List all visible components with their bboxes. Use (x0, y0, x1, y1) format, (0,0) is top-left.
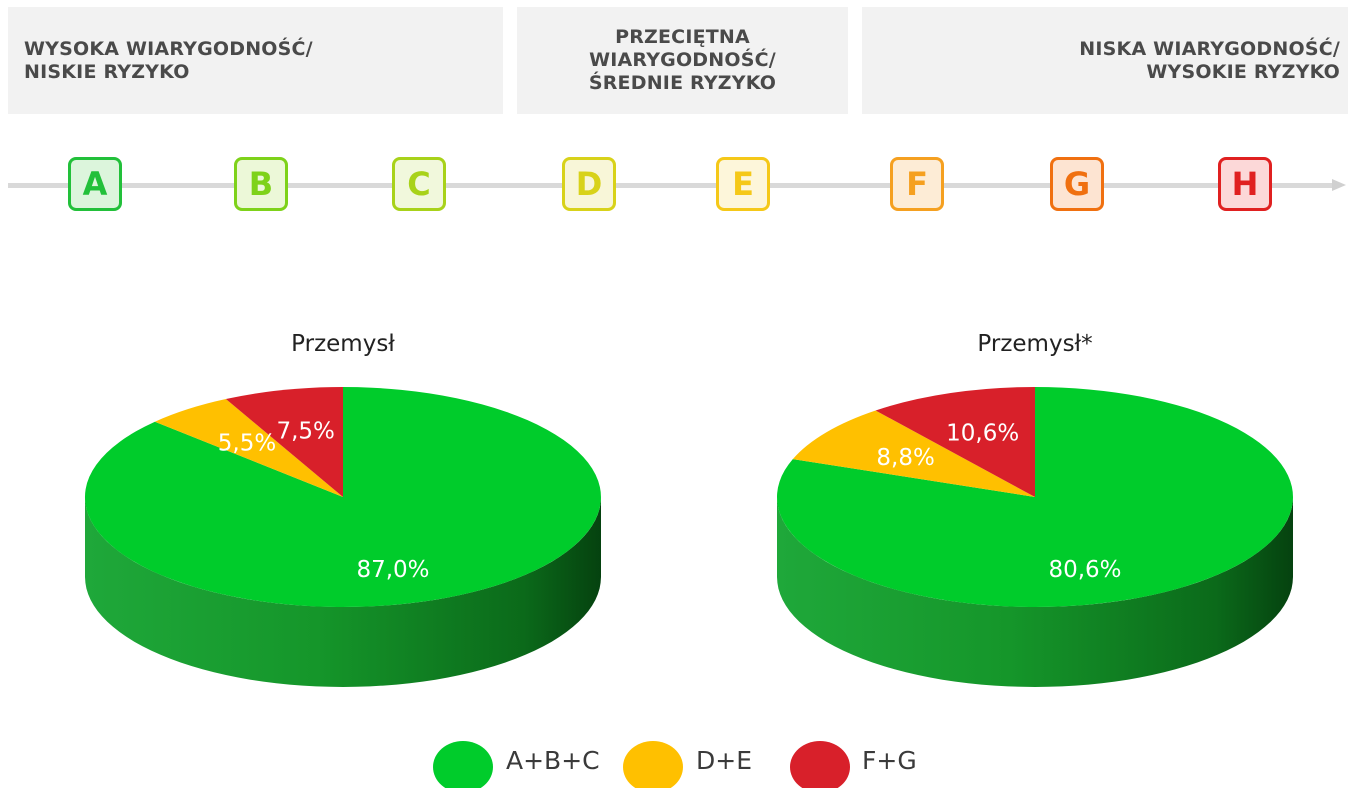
pie-side-wall (85, 497, 601, 687)
pie-slice-de (792, 410, 1035, 497)
pie-slice-fg (875, 387, 1035, 497)
grade-b-badge: B (234, 157, 288, 211)
pie-slice-de (154, 399, 343, 497)
grade-f-badge: F (890, 157, 944, 211)
legend-label-abc: A+B+C (506, 746, 600, 775)
pie-data-label: 10,6% (946, 421, 1019, 447)
pie-slice-fg (225, 387, 343, 497)
pie-data-label: 5,5% (218, 431, 276, 457)
pie-slice-abc (777, 387, 1294, 607)
pie-data-label: 80,6% (1048, 557, 1121, 583)
grade-h-badge: H (1218, 157, 1272, 211)
rating-scale-line (8, 183, 1334, 188)
chart-title-przemysl-star: Przemysł* (977, 331, 1093, 357)
grade-a-badge: A (68, 157, 122, 211)
risk-band-medium: PRZECIĘTNA WIARYGODNOŚĆ/ ŚREDNIE RYZYKO (517, 7, 848, 114)
pie-data-label: 8,8% (876, 445, 934, 471)
grade-d-badge: D (562, 157, 616, 211)
pie-data-label: 7,5% (276, 419, 334, 445)
legend-label-de: D+E (696, 746, 752, 775)
pie-przemysl-star: 80,6% 8,8% 10,6% (777, 387, 1294, 687)
risk-band-high: WYSOKA WIARYGODNOŚĆ/ NISKIE RYZYKO (8, 7, 503, 114)
grade-e-badge: E (716, 157, 770, 211)
legend-marker-0 (433, 741, 493, 788)
pie-data-label: 87,0% (356, 557, 429, 583)
risk-band-low: NISKA WIARYGODNOŚĆ/ WYSOKIE RYZYKO (862, 7, 1348, 114)
legend-label-fg: F+G (862, 746, 917, 775)
pie-przemysl: 87,0% 5,5% 7,5% (84, 387, 601, 687)
pie-side-wall (777, 497, 1293, 687)
arrow-right-icon (1332, 179, 1346, 191)
legend-marker-2 (790, 741, 850, 788)
grade-g-badge: G (1050, 157, 1104, 211)
legend-marker-1 (623, 741, 683, 788)
pie-slice-abc (84, 387, 601, 607)
legend (433, 741, 850, 788)
grade-c-badge: C (392, 157, 446, 211)
chart-title-przemysl: Przemysł (291, 331, 395, 357)
